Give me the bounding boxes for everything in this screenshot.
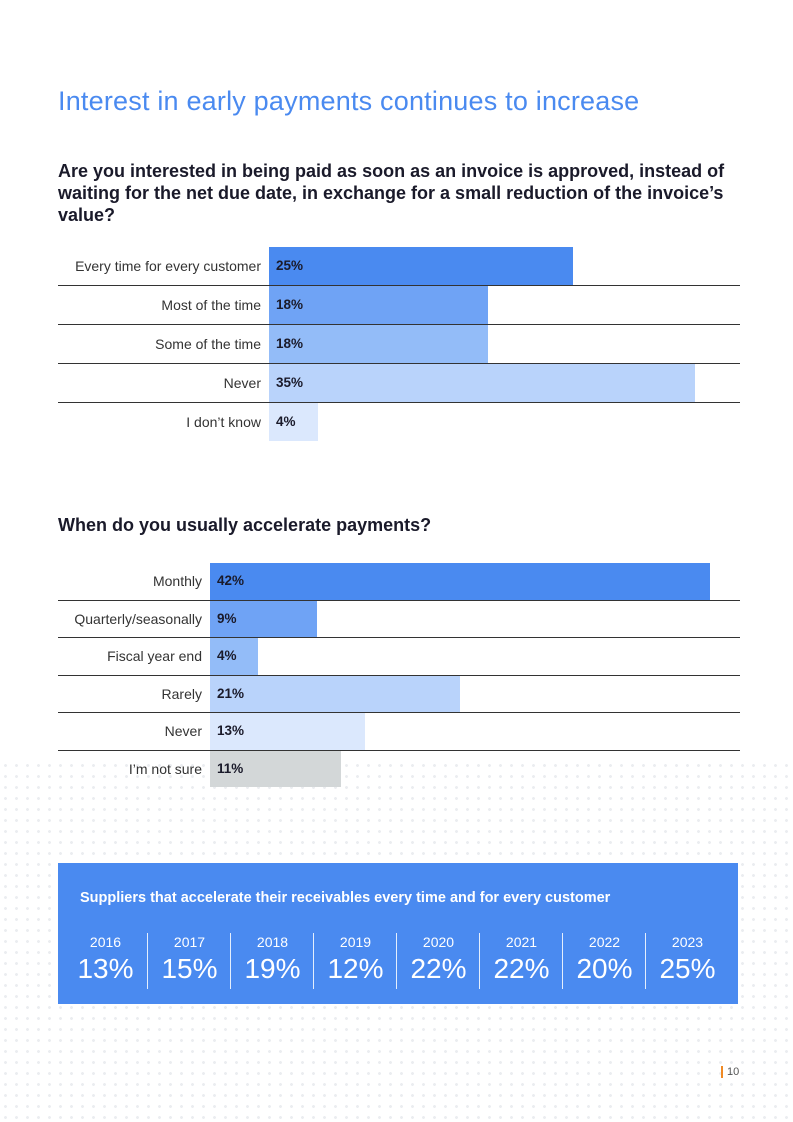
year-label: 2017 (173, 934, 206, 950)
chart1-row: I don’t know 4% (58, 403, 740, 441)
chart1-bar (269, 286, 489, 324)
chart2-bar (210, 675, 460, 712)
chart2-category-label: Rarely (161, 685, 202, 702)
year-column: 2023 25% (645, 933, 729, 989)
chart1-bar (269, 247, 574, 285)
chart1-category-label: Most of the time (161, 297, 261, 313)
chart1-question: Are you interested in being paid as soon… (58, 161, 725, 225)
chart2-row: Quarterly/seasonally 9% (58, 600, 740, 638)
chart1-value-label: 35% (276, 375, 304, 390)
chart1-bar (269, 403, 318, 441)
chart2-bar (210, 750, 341, 787)
year-value: 19% (244, 953, 301, 984)
year-value: 22% (410, 953, 467, 984)
chart1-row: Some of the time 18% (58, 325, 740, 364)
chart2-row: Fiscal year end 4% (58, 638, 740, 676)
year-column: 2020 22% (396, 933, 480, 989)
year-value: 25% (659, 953, 716, 984)
chart2-category-label: Never (164, 723, 202, 739)
year-value: 15% (161, 953, 218, 984)
chart1-category-label: Every time for every customer (75, 258, 261, 274)
year-value: 13% (77, 953, 134, 984)
chart2-question: When do you usually accelerate payments? (58, 515, 432, 535)
chart2-category-label: I’m not sure (128, 760, 202, 777)
chart2-bar (210, 600, 318, 637)
chart1-value-label: 4% (276, 414, 296, 429)
chart2-category-label: Monthly (152, 573, 202, 589)
year-label: 2016 (89, 934, 122, 950)
chart2-value-label: 11% (217, 760, 244, 776)
page-title: Interest in early payments continues to … (58, 86, 640, 116)
year-value: 20% (576, 953, 633, 984)
year-column: 2016 13% (64, 933, 147, 989)
year-label: 2021 (505, 934, 538, 950)
chart2-row: Monthly 42% (58, 563, 740, 601)
chart2-value-label: 21% (217, 685, 245, 701)
chart1-row: Most of the time 18% (58, 286, 740, 325)
chart1-category-label: I don’t know (186, 414, 261, 430)
chart1-value-label: 18% (276, 336, 304, 351)
chart2-row: Rarely 21% (58, 675, 740, 713)
chart1-category-label: Never (223, 375, 261, 391)
year-label: 2020 (422, 934, 455, 950)
chart2-bar (210, 563, 710, 600)
year-value: 22% (493, 953, 550, 984)
year-label: 2022 (588, 934, 621, 950)
chart-early-payment-interest: Every time for every customer 25% Most of … (58, 247, 740, 442)
chart2-value-label: 4% (217, 648, 237, 663)
year-label: 2018 (256, 934, 289, 950)
chart2-value-label: 9% (217, 610, 237, 626)
chart1-bar (269, 325, 489, 363)
chart2-bar (210, 638, 258, 675)
year-label: 2023 (671, 934, 704, 950)
chart1-value-label: 18% (276, 297, 304, 312)
chart1-row: Every time for every customer 25% (58, 247, 740, 286)
chart1-value-label: 25% (276, 258, 304, 273)
year-label: 2019 (339, 934, 372, 950)
chart2-category-label: Fiscal year end (107, 648, 202, 664)
chart2-bar (210, 713, 365, 750)
year-column: 2018 19% (230, 933, 314, 989)
chart2-row: Never 13% (58, 713, 740, 751)
chart2-value-label: 42% (217, 573, 245, 588)
chart2-value-label: 13% (217, 723, 245, 738)
chart2-category-label: Quarterly/seasonally (74, 610, 202, 627)
year-column: 2017 15% (147, 933, 231, 989)
yearly-trend-title: Suppliers that accelerate their receivab… (80, 890, 611, 906)
chart-accelerate-frequency: Monthly 42% Quarterly/seasonally 9% Fiscal y… (58, 563, 740, 788)
chart1-row: Never 35% (58, 364, 740, 403)
yearly-trend-columns: 2016 13% 2017 15% 2018 19% 2019 12% 2020 22% 2021 2… (58, 933, 738, 989)
year-column: 2021 22% (479, 933, 563, 989)
chart1-category-label: Some of the time (155, 336, 261, 352)
chart2-row: I’m not sure 11% (58, 750, 740, 787)
page-number: 10 (721, 1066, 739, 1078)
year-column: 2022 20% (562, 933, 646, 989)
year-value: 12% (327, 953, 384, 984)
chart1-bar (269, 364, 695, 402)
year-column: 2019 12% (313, 933, 397, 989)
yearly-trend-box: Suppliers that accelerate their receivab… (58, 863, 738, 1004)
